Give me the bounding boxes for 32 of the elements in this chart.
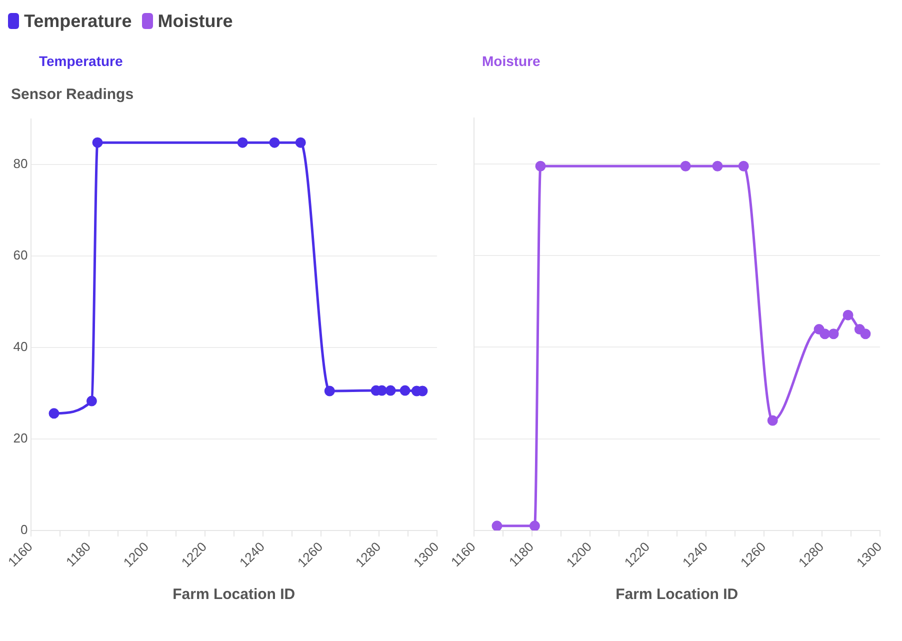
chart-title: Temperature (38, 52, 124, 71)
point (492, 520, 502, 531)
point (842, 310, 854, 320)
y-tick-label: 0 (20, 522, 28, 538)
point (767, 415, 778, 426)
y-tick-label: 80 (13, 156, 28, 172)
y-tick-label: 20 (13, 430, 28, 446)
point (86, 396, 97, 406)
point (385, 385, 396, 396)
point (828, 328, 839, 340)
legend-label: Temperature (24, 10, 132, 32)
point (400, 385, 410, 396)
point (92, 137, 103, 148)
point (529, 520, 540, 531)
y-axis-title: Sensor Readings (10, 85, 135, 105)
point (680, 160, 691, 172)
point (237, 137, 248, 148)
point (269, 137, 280, 148)
point (324, 386, 335, 396)
point (738, 160, 749, 172)
point (820, 328, 830, 340)
x-axis-title: Farm Location ID (616, 586, 738, 604)
point (48, 408, 60, 419)
y-tick-label: 40 (13, 339, 28, 354)
y-tick-label: 60 (13, 248, 28, 263)
point (295, 137, 306, 148)
legend-label: Moisture (158, 10, 233, 32)
point (712, 160, 723, 172)
point (535, 160, 546, 172)
chart-title: Moisture (481, 52, 542, 71)
x-axis-title: Farm Location ID (172, 586, 296, 604)
point (860, 328, 871, 340)
